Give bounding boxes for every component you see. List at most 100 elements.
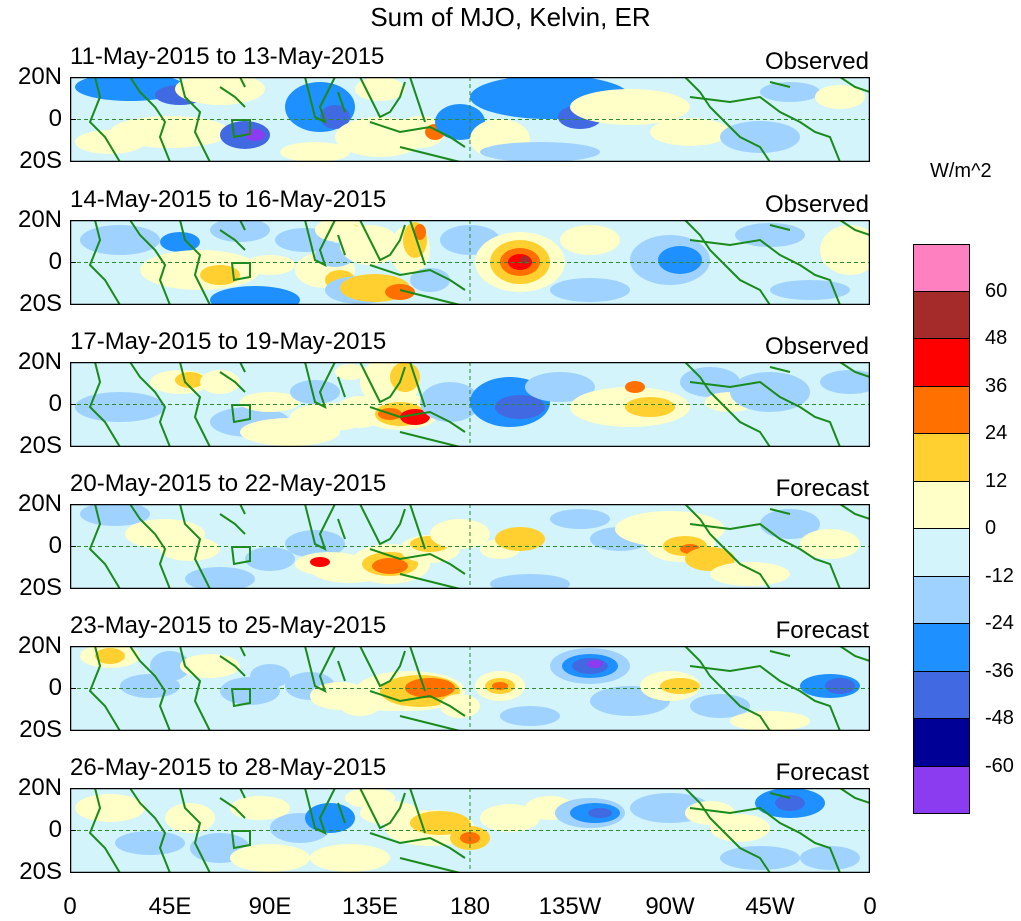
coastline [369, 832, 466, 859]
coastline [88, 504, 121, 589]
coastline [769, 508, 791, 515]
positive-anomaly-contour [625, 397, 675, 417]
latitude-label: 0 [48, 816, 62, 843]
coastline [769, 81, 791, 88]
negative-anomaly-contour [720, 121, 800, 153]
coastline [369, 548, 466, 575]
colorbar-swatch [913, 624, 970, 672]
coastline [359, 646, 406, 688]
negative-anomaly-contour [658, 246, 702, 274]
coastline [684, 77, 771, 162]
coastline [337, 660, 346, 682]
positive-anomaly-contour [685, 547, 735, 571]
panel-type-label: Observed [764, 333, 869, 360]
negative-anomaly-contour [500, 706, 560, 726]
panel-type-label: Forecast [775, 617, 869, 644]
positive-anomaly-contour [560, 225, 620, 255]
positive-anomaly-contour [245, 255, 295, 275]
positive-anomaly-contour [75, 794, 145, 822]
latitude-label: 20S [19, 858, 62, 885]
coastline [409, 646, 426, 692]
colorbar-swatch [913, 529, 970, 577]
positive-anomaly-contour [160, 537, 220, 561]
negative-anomaly-contour [587, 660, 603, 668]
coastline [129, 362, 171, 447]
positive-anomaly-contour [800, 529, 860, 559]
coastline [689, 664, 841, 731]
coastline [179, 220, 211, 305]
positive-anomaly-contour [340, 225, 400, 265]
coastline [359, 77, 406, 119]
coastline [219, 797, 246, 819]
colorbar-tick-label: 36 [985, 374, 1008, 397]
coastline [304, 220, 336, 267]
anomaly-map-panel [70, 504, 870, 589]
latitude-label: 20N [17, 632, 62, 659]
panel-date-range: 23-May-2015 to 25-May-2015 [70, 612, 387, 639]
colorbar-tick-label: 24 [985, 422, 1008, 444]
negative-anomaly-contour [75, 392, 165, 422]
coastline [369, 406, 466, 433]
coastline [304, 788, 336, 835]
coastline [219, 513, 246, 535]
coastline [369, 690, 466, 717]
colorbar-swatch [913, 671, 970, 719]
coastline [689, 522, 841, 589]
colorbar-swatch [913, 244, 970, 292]
coastline [684, 220, 771, 305]
coastline [684, 504, 771, 589]
positive-anomaly-contour [625, 381, 645, 393]
coastline [399, 857, 461, 873]
positive-anomaly-contour [650, 118, 730, 146]
colorbar-swatch [913, 481, 970, 529]
latitude-label: 20N [17, 63, 62, 90]
colorbar-swatch [913, 719, 970, 767]
coastline [337, 234, 346, 256]
coastline [409, 220, 426, 266]
colorbar-tick-label: -36 [985, 659, 1014, 682]
map-title: Sum of MJO, Kelvin, ER [370, 2, 651, 32]
coastline [239, 362, 246, 373]
negative-anomaly-contour [115, 831, 185, 855]
negative-anomaly-contour [480, 142, 600, 162]
colorbar-tick-label: 0 [985, 517, 997, 539]
coastline [88, 788, 121, 873]
positive-anomaly-contour [280, 142, 350, 162]
latitude-label: 20S [19, 147, 62, 174]
coastline [219, 371, 246, 393]
positive-anomaly-contour [414, 224, 426, 240]
coastline [409, 77, 426, 123]
colorbar [913, 244, 970, 814]
negative-anomaly-contour [160, 232, 200, 252]
coastline [839, 646, 870, 662]
positive-anomaly-contour [355, 77, 405, 101]
colorbar-swatch [913, 386, 970, 434]
coastline [684, 362, 771, 447]
latitude-label: 20S [19, 574, 62, 601]
latitude-label: 20S [19, 716, 62, 743]
negative-anomaly-contour [495, 395, 545, 419]
negative-anomaly-contour [760, 82, 820, 102]
colorbar-swatch [913, 434, 970, 482]
positive-anomaly-contour [372, 558, 408, 574]
anomaly-map-panel [70, 646, 870, 731]
latitude-label: 20N [17, 206, 62, 233]
colorbar-tick-label: 12 [985, 469, 1008, 492]
coastline [689, 380, 841, 447]
coastline [409, 504, 426, 550]
colorbar-swatch [913, 291, 970, 339]
negative-anomaly-contour [320, 105, 350, 129]
coastline [129, 220, 171, 305]
positive-anomaly-contour [395, 116, 445, 148]
colorbar-swatch [913, 339, 970, 387]
negative-anomaly-contour [550, 278, 630, 302]
panel-date-range: 14-May-2015 to 16-May-2015 [70, 186, 387, 213]
colorbar-swatch [913, 766, 970, 814]
panel-type-label: Forecast [775, 475, 869, 502]
coastline [399, 715, 461, 731]
colorbar-tick-label: -60 [985, 754, 1014, 777]
coastline [219, 229, 246, 251]
coastline [179, 504, 211, 589]
longitude-label: 135W [538, 893, 602, 920]
colorbar-tick-label: 48 [985, 327, 1008, 349]
